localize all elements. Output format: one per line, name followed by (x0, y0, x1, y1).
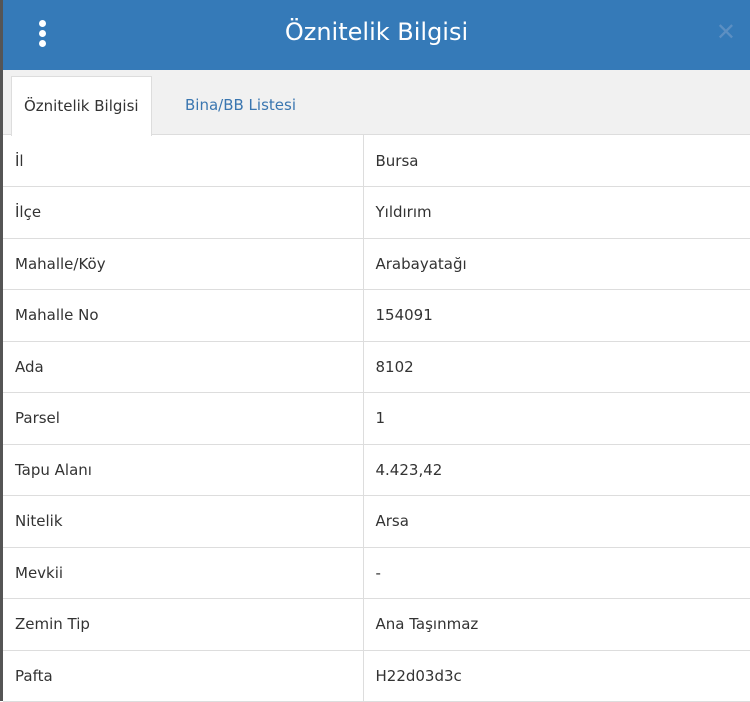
attribute-key: Mevkii (3, 547, 364, 599)
attribute-value: H22d03d3c (363, 650, 750, 702)
attribute-value: Yıldırım (363, 186, 750, 239)
attribute-key: Mahalle/Köy (3, 238, 364, 290)
attribute-key: Mahalle No (3, 289, 364, 342)
table-row: Nitelik Arsa (3, 495, 750, 548)
table-row: İlçe Yıldırım (3, 186, 750, 239)
table-row: Parsel 1 (3, 392, 750, 445)
attribute-value: Arsa (363, 495, 750, 548)
attribute-value: 154091 (363, 289, 750, 342)
attribute-table: İl Bursa İlçe Yıldırım Mahalle/Köy Arabayatağ… (3, 135, 750, 702)
tab-bina-bb-listesi[interactable]: Bina/BB Listesi (185, 96, 296, 114)
vertical-dots-icon[interactable] (35, 20, 49, 50)
attribute-key: İl (3, 135, 364, 187)
close-icon[interactable]: ✕ (715, 18, 736, 46)
attribute-value: Bursa (363, 135, 750, 187)
attribute-key: Zemin Tip (3, 598, 364, 651)
attribute-key: Ada (3, 341, 364, 393)
attribute-value: - (363, 547, 750, 599)
panel-title: Öznitelik Bilgisi (284, 18, 469, 46)
window-edge (0, 0, 3, 701)
table-row: İl Bursa (3, 135, 750, 187)
attribute-value: Ana Taşınmaz (363, 598, 750, 651)
attribute-key: Tapu Alanı (3, 444, 364, 496)
table-row: Pafta H22d03d3c (3, 650, 750, 702)
tab-bar: Öznitelik Bilgisi Bina/BB Listesi (3, 70, 750, 136)
attribute-value: 1 (363, 392, 750, 445)
table-row: Mahalle/Köy Arabayatağı (3, 238, 750, 290)
table-row: Zemin Tip Ana Taşınmaz (3, 598, 750, 651)
panel-header: Öznitelik Bilgisi ✕ (3, 0, 750, 70)
table-row: Ada 8102 (3, 341, 750, 393)
attribute-value: Arabayatağı (363, 238, 750, 290)
attribute-key: Parsel (3, 392, 364, 445)
attribute-key: Pafta (3, 650, 364, 702)
attribute-value: 4.423,42 (363, 444, 750, 496)
tab-oznitelik-bilgisi[interactable]: Öznitelik Bilgisi (11, 76, 152, 136)
attribute-key: İlçe (3, 186, 364, 239)
table-row: Mahalle No 154091 (3, 289, 750, 342)
attribute-key: Nitelik (3, 495, 364, 548)
table-row: Mevkii - (3, 547, 750, 599)
attribute-value: 8102 (363, 341, 750, 393)
table-row: Tapu Alanı 4.423,42 (3, 444, 750, 496)
